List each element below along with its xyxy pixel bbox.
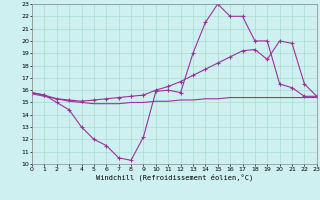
X-axis label: Windchill (Refroidissement éolien,°C): Windchill (Refroidissement éolien,°C)	[96, 173, 253, 181]
